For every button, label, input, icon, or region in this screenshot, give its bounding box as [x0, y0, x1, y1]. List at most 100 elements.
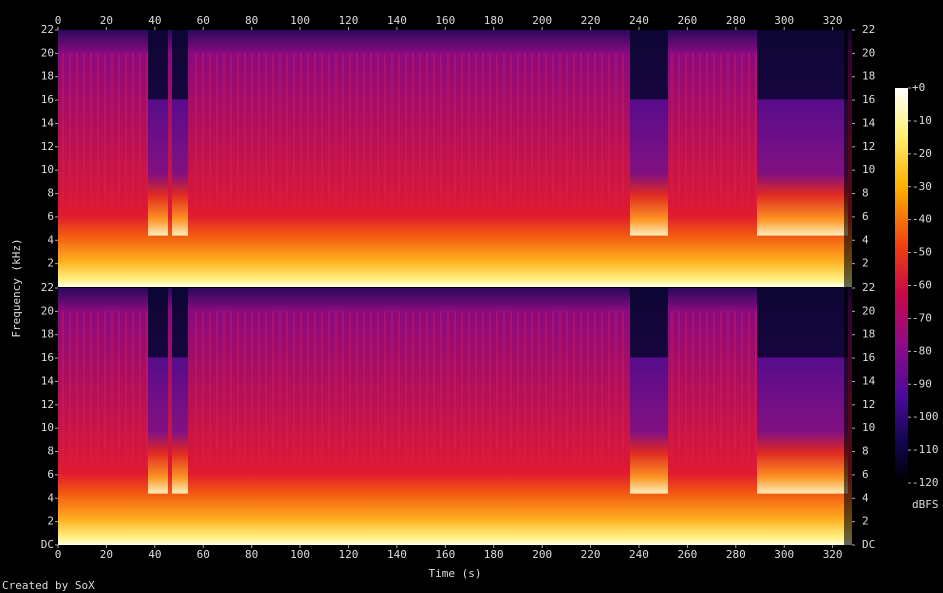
stripe — [440, 311, 442, 466]
stripe — [692, 53, 694, 208]
colorbar — [895, 88, 908, 483]
stripe — [230, 311, 232, 466]
stripe — [139, 53, 141, 208]
colorbar-tick-label: +0 — [912, 81, 925, 94]
stripe — [440, 53, 442, 208]
stripe — [475, 53, 477, 208]
stripe — [447, 53, 449, 208]
stripe — [342, 311, 344, 466]
stripe — [671, 311, 673, 466]
stripe — [209, 53, 211, 208]
y-tick-label-right: 4 — [862, 491, 869, 504]
stripe — [125, 311, 127, 466]
stripe — [216, 311, 218, 466]
stripe — [706, 311, 708, 466]
stripe — [104, 311, 106, 466]
stripe — [237, 311, 239, 466]
cutoff-region — [757, 30, 848, 100]
stripe — [622, 311, 624, 466]
x-tick-label: 200 — [532, 548, 552, 561]
colorbar-tick-label: -20 — [912, 147, 932, 160]
y-tick-label-right: 20 — [862, 304, 875, 317]
stripe — [678, 53, 680, 208]
stripe — [132, 311, 134, 466]
stripe — [720, 311, 722, 466]
stripe — [419, 53, 421, 208]
stripe — [265, 311, 267, 466]
stripe — [713, 311, 715, 466]
stripe — [370, 53, 372, 208]
y-tick-label: 6 — [47, 468, 54, 481]
stripe — [678, 311, 680, 466]
stripe — [496, 311, 498, 466]
stripe — [510, 311, 512, 466]
stripe — [580, 53, 582, 208]
cutoff-region — [630, 30, 668, 100]
stripe — [517, 53, 519, 208]
stripe — [468, 311, 470, 466]
stripe — [482, 53, 484, 208]
stripe — [223, 311, 225, 466]
y-tick-label: 18 — [41, 70, 54, 83]
stripe — [76, 53, 78, 208]
colorbar-tick-label: -30 — [912, 180, 932, 193]
stripe — [363, 311, 365, 466]
cutoff-region — [757, 288, 848, 358]
colorbar-tick-label: -60 — [912, 279, 932, 292]
stripe — [405, 311, 407, 466]
x-tick-label-top: 140 — [387, 14, 407, 27]
x-tick-label-top: 40 — [148, 14, 161, 27]
x-tick-label: 120 — [339, 548, 359, 561]
x-tick-label-top: 200 — [532, 14, 552, 27]
stripe — [244, 311, 246, 466]
stripe — [335, 53, 337, 208]
stripe — [601, 311, 603, 466]
y-tick-label: 4 — [47, 233, 54, 246]
stripe — [412, 53, 414, 208]
y-tick-label: 8 — [47, 445, 54, 458]
stripe — [433, 53, 435, 208]
y-tick-label: 16 — [41, 93, 54, 106]
stripe — [755, 53, 757, 208]
x-tick-label-top: 0 — [55, 14, 62, 27]
stripe — [321, 53, 323, 208]
stripe — [244, 53, 246, 208]
y-tick-label: 16 — [41, 351, 54, 364]
stripe — [419, 311, 421, 466]
stripe — [118, 53, 120, 208]
stripe — [524, 53, 526, 208]
stripe — [755, 311, 757, 466]
stripe — [300, 53, 302, 208]
y-tick-label-right: 14 — [862, 116, 876, 129]
x-tick-label-top: 220 — [581, 14, 601, 27]
stripe — [734, 311, 736, 466]
y-tick-label-right: 6 — [862, 210, 869, 223]
colorbar-label: dBFS — [912, 498, 939, 511]
stripe — [300, 311, 302, 466]
stripe — [433, 311, 435, 466]
footer: Created by SoX — [2, 579, 95, 592]
stripe — [559, 311, 561, 466]
stripe — [349, 53, 351, 208]
stripe — [272, 311, 274, 466]
stripe — [398, 53, 400, 208]
stripe — [111, 53, 113, 208]
stripe — [279, 53, 281, 208]
y-tick-label: 2 — [47, 257, 54, 270]
colorbar-tick-label: -50 — [912, 246, 932, 259]
stripe — [76, 311, 78, 466]
stripe — [405, 53, 407, 208]
stripe — [377, 53, 379, 208]
stripe — [587, 311, 589, 466]
colorbar-tick-label: -120 — [912, 476, 939, 489]
stripe — [713, 53, 715, 208]
x-tick-label: 180 — [484, 548, 504, 561]
stripe — [265, 53, 267, 208]
stripe — [349, 311, 351, 466]
stripe — [461, 53, 463, 208]
stripe — [293, 53, 295, 208]
stripe — [391, 53, 393, 208]
y-tick-label-right: 4 — [862, 233, 869, 246]
y-tick-label: DC — [41, 538, 54, 551]
x-tick-label-top: 20 — [100, 14, 113, 27]
